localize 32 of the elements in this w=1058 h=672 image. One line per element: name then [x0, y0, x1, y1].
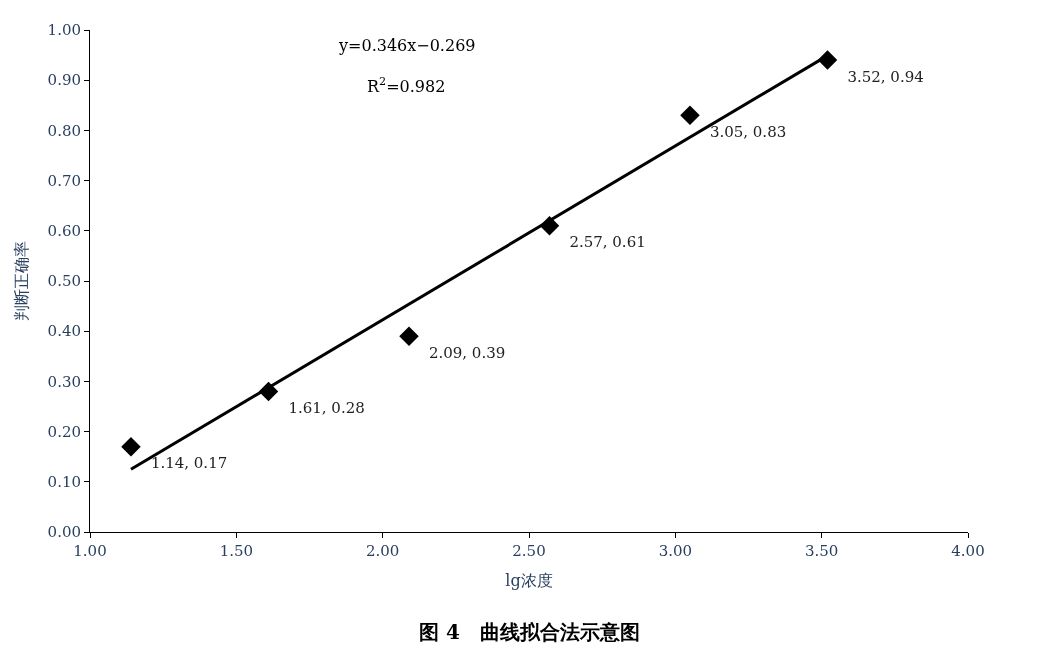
data-label: 2.57, 0.61: [559, 233, 646, 252]
annotation: y=0.346x−0.269: [338, 36, 476, 55]
data-label: 3.52, 0.94: [837, 67, 924, 86]
x-tick-label: 2.00: [365, 542, 400, 560]
x-tick-label: 1.00: [73, 542, 107, 560]
point: [399, 326, 419, 346]
x-tick-label: 3.50: [804, 542, 839, 560]
point: [121, 436, 141, 457]
y-tick-label: 1.00: [47, 21, 81, 40]
y-tick-label: 0.40: [47, 322, 81, 341]
caption: 图 4 曲线拟合法示意图: [419, 620, 640, 644]
annotation: R$^{2}$=0.982: [367, 75, 446, 96]
data-label: 3.05, 0.83: [700, 122, 787, 141]
x-tick-label: 2.50: [512, 542, 546, 560]
x-axis-title: lg浓度: [505, 570, 553, 590]
y-tick-label: 0.20: [47, 422, 81, 441]
y-tick-label: 0.90: [47, 71, 81, 90]
y-tick-label: 0.30: [47, 372, 81, 391]
y-tick-label: 0.70: [47, 171, 81, 190]
y-axis-title: 判断正确率: [12, 241, 32, 321]
point: [680, 105, 700, 126]
y-tick-label: 0.60: [47, 222, 81, 241]
data-label: 2.09, 0.39: [419, 343, 506, 362]
x-tick-label: 4.00: [951, 542, 985, 560]
y-tick-label: 0.80: [47, 121, 81, 140]
y-tick-label: 0.50: [47, 272, 81, 291]
y-tick-label: 0.10: [47, 473, 81, 492]
x-tick-label: 1.50: [219, 542, 254, 560]
data-label: 1.61, 0.28: [278, 399, 365, 418]
data-label: 1.14, 0.17: [141, 454, 228, 473]
x-tick-label: 3.00: [658, 542, 693, 560]
y-tick-label: 0.00: [47, 523, 81, 542]
